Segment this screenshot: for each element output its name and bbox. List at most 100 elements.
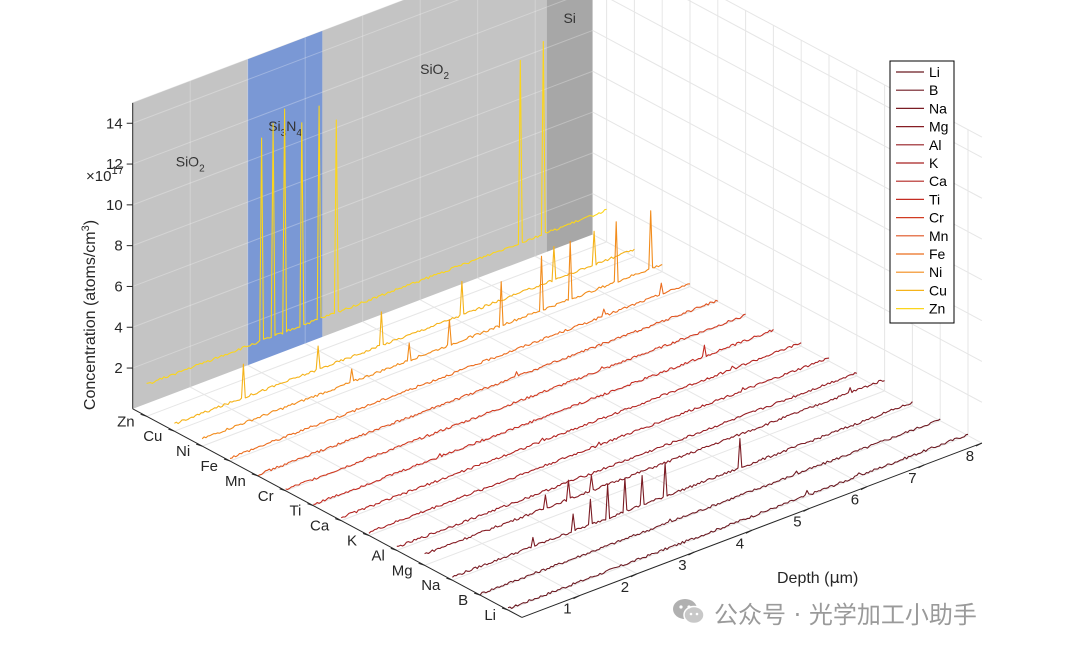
series-tick-mark: [279, 488, 286, 492]
series-tick-label: Na: [421, 577, 441, 594]
legend-entry: Li: [929, 64, 940, 80]
series-tick-label: K: [347, 533, 357, 550]
series-line-na: [452, 401, 913, 578]
wall-grid-line: [247, 50, 323, 81]
series-tick-label: Al: [371, 547, 384, 564]
legend-entry: Mn: [929, 228, 948, 244]
series-tick-mark: [223, 458, 231, 462]
series-tick-mark: [474, 592, 481, 596]
series-line-ca: [340, 342, 802, 519]
legend-entry: Al: [929, 137, 941, 153]
series-tick-mark: [168, 428, 175, 432]
x-tick-label: 8: [966, 448, 974, 465]
legend-entry: Ni: [929, 264, 942, 280]
wall-grid-line: [132, 79, 248, 124]
y-tick-label: 14: [106, 115, 123, 132]
series-axis-line: [132, 408, 523, 618]
series-tick-label: Mn: [225, 473, 246, 490]
wall-grid-line: [132, 283, 248, 328]
floor-grid-line: [304, 343, 695, 553]
legend-entry: Zn: [929, 301, 945, 317]
series-tick-label: Zn: [117, 413, 135, 430]
x-tick-mark: [688, 551, 695, 556]
legend: Li B Na Mg Al K Ca Ti Cr Mn Fe Ni Cu Zn: [889, 60, 955, 324]
series-tick-mark: [307, 503, 314, 507]
legend-entry: Na: [929, 100, 947, 116]
series-tick-mark: [446, 577, 453, 581]
legend-entry: B: [929, 82, 938, 98]
y-tick-label: 8: [114, 238, 122, 255]
y-multiplier: ×1017: [86, 165, 124, 185]
x-tick-label: 1: [563, 601, 571, 618]
series-line-ti: [313, 329, 774, 505]
x-tick-label: 4: [736, 535, 744, 552]
wall-grid-line: [132, 119, 248, 165]
floor-grid-line: [534, 255, 925, 466]
series-tick-label: Ti: [289, 503, 301, 520]
series-tick-mark: [140, 413, 147, 417]
layer-region: [132, 59, 248, 409]
wall-grid-line: [322, 6, 547, 93]
legend-entry: Cr: [929, 210, 944, 226]
wall-grid-line: [322, 47, 547, 134]
floor-grid-line: [189, 386, 580, 597]
series-line-al: [396, 372, 858, 547]
legend-box: [889, 60, 955, 324]
x-tick-label: 7: [908, 470, 916, 487]
series-tick-label: Mg: [392, 562, 413, 579]
y-axis-title: Concentration (atoms/cm3): [80, 220, 99, 410]
wall-grid-line: [546, 29, 593, 49]
floor-grid-line: [419, 299, 810, 509]
floor-grid-line: [247, 364, 638, 575]
x-tick-mark: [573, 595, 580, 600]
floor-grid-line: [362, 321, 753, 531]
series-tick-mark: [251, 473, 258, 477]
x-tick-label: 5: [793, 513, 801, 530]
wall-grid-line: [322, 0, 460, 52]
wall-grid-line: [322, 129, 547, 215]
legend-entry: Fe: [929, 246, 946, 262]
wechat-icon: [673, 599, 705, 625]
wall-grid-line: [322, 169, 547, 256]
x-axis-title: Depth (μm): [777, 568, 858, 587]
y-tick-label: 12: [106, 156, 123, 173]
x-tick-mark: [918, 464, 925, 469]
x-tick-mark: [975, 442, 983, 447]
wall-grid-line: [322, 210, 547, 297]
series-tick-mark: [418, 562, 425, 566]
y-tick-label: 4: [114, 319, 122, 336]
floor-grid-line: [592, 234, 983, 444]
series-tick-label: Cr: [258, 488, 274, 505]
layer-region-label: SiO2: [176, 154, 205, 175]
layer-region-label: SiO2: [420, 61, 449, 82]
series-line-mg: [424, 379, 885, 555]
layer-region: [322, 0, 547, 337]
series-tick-label: Ni: [176, 443, 190, 460]
floor-grid-line: [477, 277, 868, 488]
series-tick-mark: [196, 443, 203, 447]
wall-grid-line: [546, 111, 593, 130]
series-line-cu: [174, 230, 635, 425]
series-line-zn: [146, 40, 607, 384]
axes: 12345678LiBNaMgAlKCaTiCrMnFeNiCuZn246810…: [106, 102, 983, 624]
series-tick-label: Ca: [310, 518, 330, 535]
wall-grid-line: [322, 88, 547, 175]
y-tick-label: 10: [106, 197, 123, 214]
wall-grid-line: [546, 193, 593, 212]
series-line-cr: [285, 313, 746, 491]
legend-entry: Mg: [929, 119, 948, 135]
wall-grid-line: [546, 0, 567, 8]
layer-region: [546, 0, 593, 252]
series-line-fe: [229, 282, 690, 459]
wall-grid-line: [132, 160, 248, 206]
legend-entry: Cu: [929, 282, 947, 298]
x-tick-label: 3: [678, 557, 686, 574]
y-tick-label: 6: [114, 278, 122, 295]
wall-grid-line: [546, 70, 593, 90]
x-tick-label: 6: [851, 492, 859, 509]
layer-region-label: Si: [563, 10, 575, 26]
series-line-ni: [201, 210, 663, 440]
watermark-text: 公众号 · 光学加工小助手: [714, 600, 977, 629]
x-tick-mark: [860, 486, 868, 491]
